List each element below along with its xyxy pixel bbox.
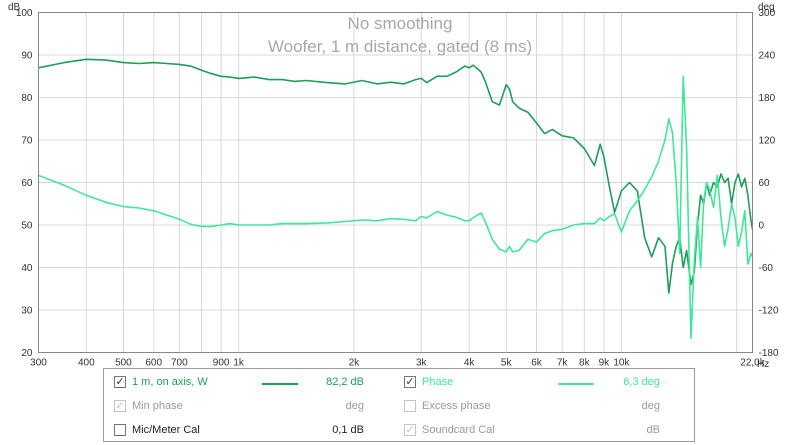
y-tick-label: 100 <box>16 8 33 19</box>
checkbox-excess-phase[interactable] <box>404 400 416 412</box>
y-tick-label: 40 <box>21 263 33 274</box>
legend-item-phase[interactable]: ✓ Phase 6,3 deg <box>400 372 696 394</box>
y-tick-label: 60 <box>21 178 33 189</box>
x-tick-label: 6k <box>531 358 543 369</box>
x-axis-unit-label: Hz <box>757 359 769 368</box>
y2-axis-unit-label: deg <box>758 2 775 13</box>
y2-tick-label: 240 <box>759 51 776 62</box>
x-tick-label: 4k <box>464 358 476 369</box>
legend-panel: ✓ 1 m, on axis, W 82,2 dB ✓ Phase 6,3 de… <box>103 368 695 442</box>
y-axis-unit-label: dB <box>8 2 21 13</box>
axis-ticks: 300 400 500 600 700 900 1k 2k 3k 4k 5k 6k 7k 8k 9k 10k 2… <box>16 8 779 368</box>
checkbox-min-phase[interactable]: ✓ <box>114 400 126 412</box>
phase-series-line <box>38 75 754 340</box>
plot-area[interactable]: 300 400 500 600 700 900 1k 2k 3k 4k 5k 6k 7k 8k 9k 10k 2… <box>0 0 800 368</box>
y-tick-label: 80 <box>21 93 33 104</box>
legend-label-phase: Phase <box>422 376 454 388</box>
plot-frame <box>38 12 753 353</box>
x-tick-label: 600 <box>145 358 162 369</box>
legend-value-excess-phase: deg <box>641 400 660 412</box>
y-tick-label: 50 <box>21 221 33 232</box>
x-tick-label: 900 <box>213 358 230 369</box>
legend-swatch-phase <box>558 383 594 385</box>
checkbox-mic-cal[interactable] <box>114 424 126 436</box>
y2-tick-label: -180 <box>759 348 779 359</box>
x-tick-label: 700 <box>171 358 188 369</box>
x-tick-label: 7k <box>557 358 569 369</box>
x-tick-label: 300 <box>30 358 47 369</box>
x-tick-label: 3k <box>416 358 428 369</box>
legend-value-soundcard-cal: dB <box>646 424 660 436</box>
x-tick-label: 2k <box>349 358 361 369</box>
y2-tick-label: 0 <box>759 221 765 232</box>
x-tick-label: 22,0k <box>740 358 765 369</box>
y2-tick-label: -120 <box>759 306 779 317</box>
legend-item-excess-phase[interactable]: Excess phase deg <box>400 396 696 418</box>
legend-value-measurement: 82,2 dB <box>326 376 364 388</box>
y2-tick-label: 60 <box>759 178 771 189</box>
legend-row-min-phase: ✓ Min phase deg Excess phase deg <box>104 396 694 418</box>
legend-label-excess-phase: Excess phase <box>422 400 491 412</box>
frequency-response-chart[interactable]: 300 400 500 600 700 900 1k 2k 3k 4k 5k 6k 7k 8k 9k 10k 2… <box>0 0 800 368</box>
x-tick-label: 400 <box>78 358 95 369</box>
y-tick-label: 20 <box>21 348 33 359</box>
y-tick-label: 30 <box>21 306 33 317</box>
legend-row-mic-cal: Mic/Meter Cal 0,1 dB ✓ Soundcard Cal dB <box>104 420 694 442</box>
x-tick-label: 1k <box>233 358 245 369</box>
y2-tick-label: 120 <box>759 136 776 147</box>
checkbox-measurement[interactable]: ✓ <box>114 376 126 388</box>
legend-swatch-measurement <box>262 383 298 385</box>
legend-value-mic-cal: 0,1 dB <box>332 424 364 436</box>
legend-value-min-phase: deg <box>345 400 364 412</box>
legend-item-soundcard-cal[interactable]: ✓ Soundcard Cal dB <box>400 420 696 442</box>
legend-label-soundcard-cal: Soundcard Cal <box>422 424 495 436</box>
legend-label-min-phase: Min phase <box>132 400 183 412</box>
y2-tick-label: 300 <box>759 8 776 19</box>
legend-row-measurement: ✓ 1 m, on axis, W 82,2 dB ✓ Phase 6,3 de… <box>104 372 694 394</box>
x-tick-label: 10k <box>613 358 630 369</box>
legend-value-phase: 6,3 deg <box>623 376 660 388</box>
legend-label-mic-cal: Mic/Meter Cal <box>132 424 200 436</box>
checkbox-soundcard-cal[interactable]: ✓ <box>404 424 416 436</box>
y2-tick-label: 180 <box>759 93 776 104</box>
chart-subtitle: Woofer, 1 m distance, gated (8 ms) <box>268 37 532 56</box>
legend-item-mic-cal[interactable]: Mic/Meter Cal 0,1 dB <box>104 420 400 442</box>
x-tick-label: 9k <box>599 358 611 369</box>
y-tick-label: 70 <box>21 136 33 147</box>
x-tick-label: 8k <box>579 358 591 369</box>
chart-title: No smoothing <box>348 14 453 33</box>
series-layer <box>38 58 754 340</box>
x-tick-label: 5k <box>501 358 513 369</box>
x-tick-label: 500 <box>115 358 132 369</box>
y-tick-label: 90 <box>21 51 33 62</box>
y2-tick-label: -60 <box>759 263 774 274</box>
legend-item-min-phase[interactable]: ✓ Min phase deg <box>104 396 400 418</box>
plot-background <box>0 0 800 368</box>
legend-label-measurement: 1 m, on axis, W <box>132 376 208 388</box>
legend-item-measurement[interactable]: ✓ 1 m, on axis, W 82,2 dB <box>104 372 400 394</box>
checkbox-phase[interactable]: ✓ <box>404 376 416 388</box>
